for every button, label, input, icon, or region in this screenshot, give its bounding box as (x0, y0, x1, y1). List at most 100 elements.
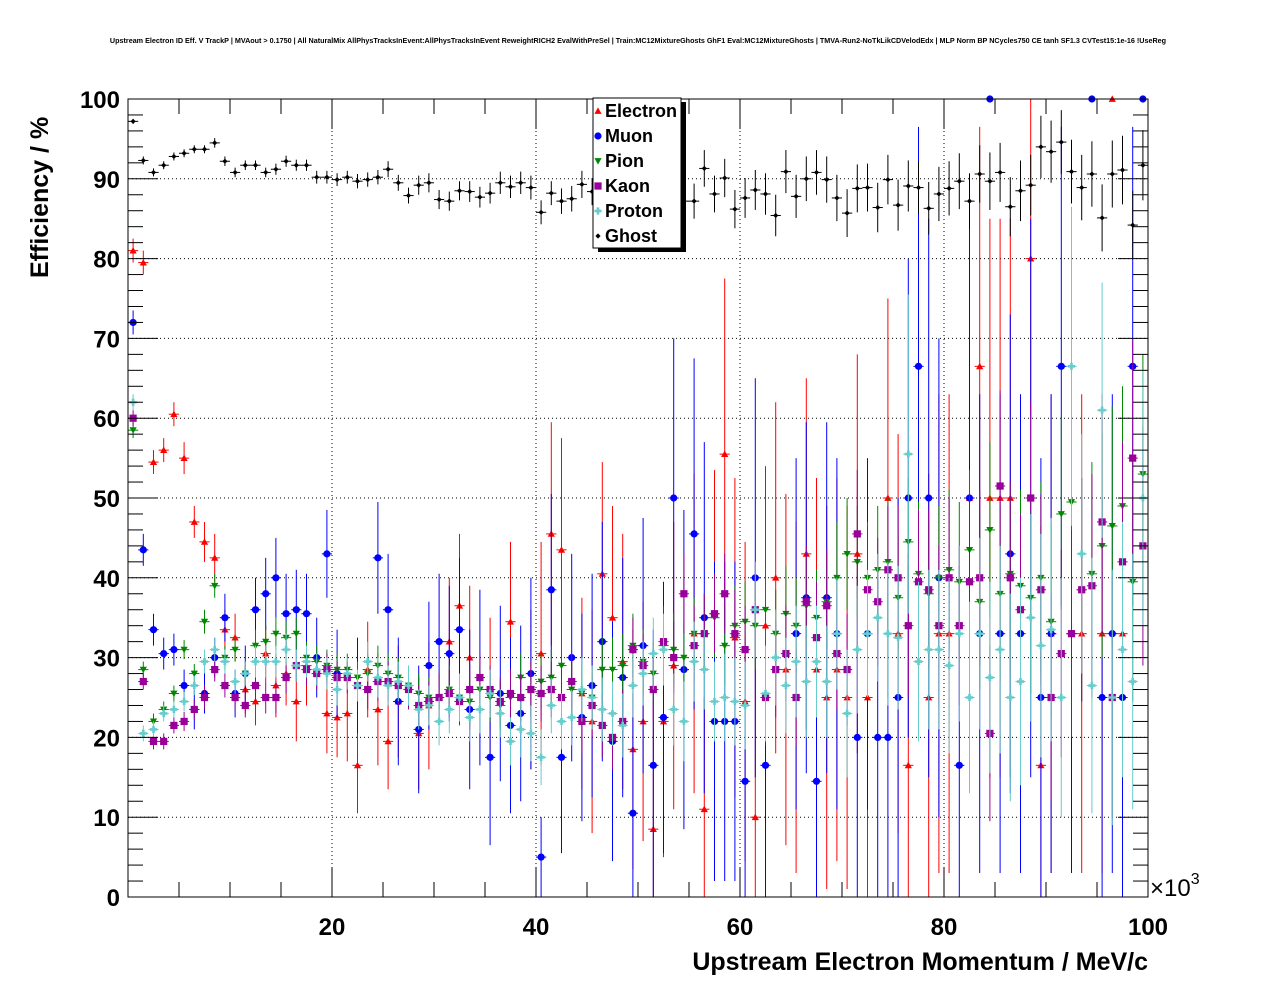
marker-triangle-down (292, 630, 300, 638)
marker-circle (1098, 693, 1106, 702)
marker-square (190, 705, 198, 714)
marker-cross (761, 689, 770, 698)
marker-diamond (507, 184, 514, 190)
series-proton (128, 206, 1148, 826)
x-axis-exponent: ×103 (1150, 871, 1200, 902)
marker-square (517, 693, 525, 702)
marker-diamond (222, 158, 228, 164)
marker-diamond (701, 165, 707, 172)
data-point (250, 160, 261, 171)
marker-diamond (446, 198, 452, 204)
marker-diamond (150, 169, 157, 176)
legend-marker-square (594, 182, 602, 190)
y-tick-label: 40 (93, 566, 120, 593)
marker-square (710, 610, 719, 618)
marker-circle (925, 494, 933, 502)
data-point (179, 691, 190, 712)
marker-diamond (212, 140, 218, 146)
data-point (209, 573, 220, 598)
marker-triangle-down (619, 662, 627, 670)
marker-cross (486, 689, 494, 698)
grid-lines (128, 99, 1148, 897)
data-point (617, 633, 628, 698)
marker-circle (884, 733, 892, 742)
marker-cross (1098, 406, 1106, 414)
marker-cross (221, 657, 229, 666)
marker-diamond (864, 184, 871, 191)
marker-diamond (579, 181, 585, 187)
data-point (158, 161, 169, 170)
data-point (1076, 434, 1087, 674)
marker-square (853, 530, 861, 538)
data-point (750, 170, 761, 210)
data-point (903, 294, 914, 614)
data-point (342, 657, 353, 690)
data-point (536, 665, 547, 722)
marker-square (262, 693, 270, 702)
data-point (852, 164, 863, 213)
marker-circle (435, 638, 443, 646)
data-point (168, 701, 179, 718)
marker-diamond (436, 196, 442, 203)
marker-cross (904, 450, 912, 458)
legend-label: Muon (605, 126, 653, 146)
data-point (301, 573, 312, 654)
marker-square (160, 737, 168, 745)
marker-triangle-down (262, 638, 270, 646)
data-point (709, 573, 720, 654)
data-point (974, 537, 985, 730)
marker-diamond (905, 183, 911, 189)
data-point (332, 173, 343, 186)
marker-triangle-down (1108, 523, 1116, 530)
data-point (413, 175, 424, 195)
data-point (434, 697, 445, 746)
data-point (811, 150, 822, 195)
data-point (505, 175, 516, 198)
marker-triangle-down (721, 642, 729, 650)
marker-triangle-up (343, 709, 351, 717)
data-point (709, 175, 720, 213)
marker-square (139, 677, 147, 686)
marker-diamond (538, 209, 544, 215)
data-point (148, 450, 159, 475)
data-point (1056, 577, 1067, 818)
data-point (1005, 593, 1016, 802)
marker-circle (874, 733, 882, 742)
data-point (148, 721, 159, 738)
data-point (158, 705, 169, 722)
marker-triangle-down (200, 618, 209, 626)
data-point (148, 613, 159, 646)
marker-circle (272, 574, 280, 582)
data-point (944, 577, 955, 754)
data-point (321, 509, 332, 598)
marker-diamond (844, 210, 850, 216)
marker-circle (649, 761, 657, 769)
marker-cross (170, 705, 178, 714)
marker-triangle-up (751, 813, 759, 821)
marker-diamond (314, 174, 320, 180)
data-point (770, 194, 781, 237)
data-point (372, 657, 383, 698)
marker-cross (1047, 626, 1055, 634)
marker-cross (445, 705, 453, 714)
data-point (240, 160, 251, 171)
marker-circle (282, 610, 290, 618)
data-point (995, 545, 1006, 754)
marker-diamond (977, 171, 983, 177)
data-point (189, 145, 200, 154)
marker-square (537, 689, 545, 698)
data-point (128, 118, 139, 124)
data-point (189, 505, 200, 538)
marker-triangle-down (180, 646, 188, 654)
legend-entry-ghost: Ghost (595, 226, 657, 246)
marker-triangle-up (904, 761, 912, 769)
data-point (1086, 141, 1097, 207)
legend-label: Electron (605, 101, 677, 121)
marker-cross (1016, 677, 1025, 686)
data-point (393, 174, 404, 191)
marker-square (1129, 454, 1137, 462)
marker-square (741, 646, 749, 654)
data-point (587, 665, 598, 730)
marker-cross (914, 657, 923, 666)
marker-circle (761, 761, 770, 769)
